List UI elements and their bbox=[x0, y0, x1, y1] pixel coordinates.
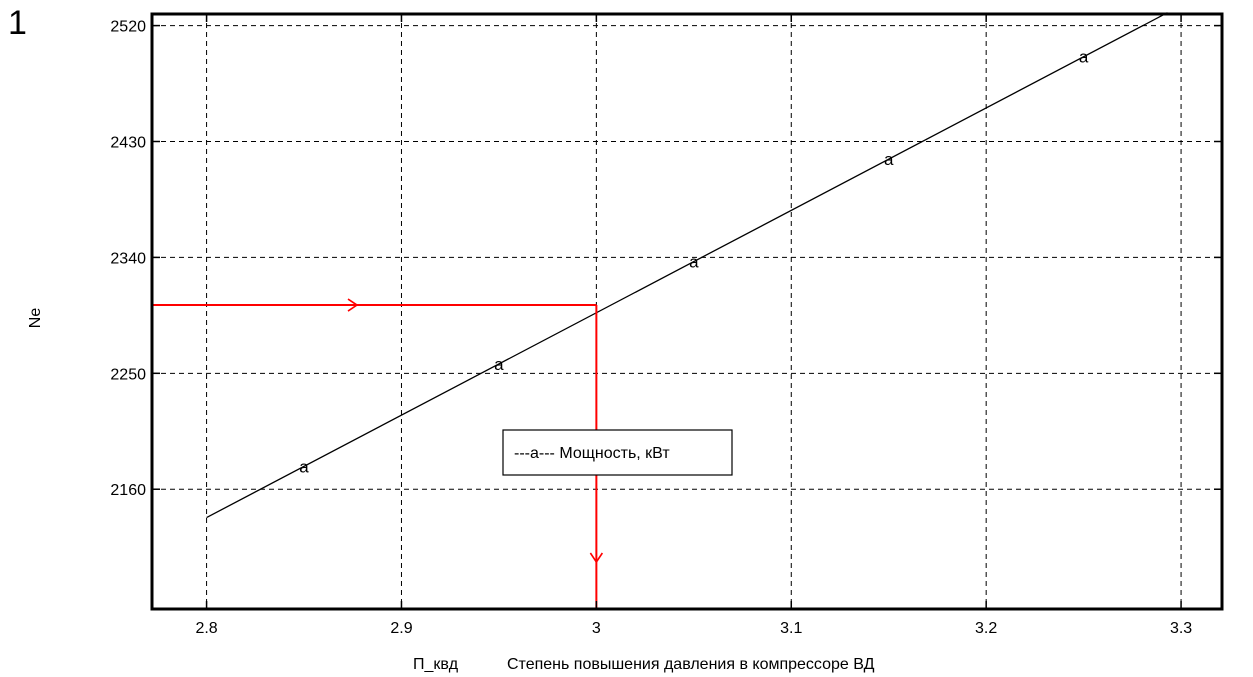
x-axis-label: П_квд bbox=[413, 656, 459, 673]
series-layer: a a a a a bbox=[206, 12, 1168, 519]
legend-entry: ---a--- Мощность, кВт bbox=[514, 445, 670, 462]
ticks: 2.8 2.9 3 3.1 3.2 3.3 2160 2250 2340 2430 2520 bbox=[110, 14, 1222, 637]
annotation-arrow-right bbox=[347, 298, 359, 312]
series-marker: a bbox=[884, 150, 894, 169]
x-tick-label: 3.3 bbox=[1170, 620, 1192, 637]
grid bbox=[152, 14, 1222, 609]
series-marker: a bbox=[689, 253, 699, 272]
x-axis-description: Степень повышения давления в компрессоре… bbox=[507, 656, 875, 673]
x-tick-label: 2.9 bbox=[390, 620, 412, 637]
figure-number: 1 bbox=[8, 4, 27, 42]
y-tick-label: 2160 bbox=[110, 482, 146, 499]
series-marker: a bbox=[494, 355, 504, 374]
annotation-arrow-down bbox=[589, 552, 604, 564]
y-tick-label: 2430 bbox=[110, 135, 146, 152]
legend: ---a--- Мощность, кВт bbox=[502, 429, 733, 476]
y-tick-label: 2520 bbox=[110, 19, 146, 36]
y-tick-label: 2340 bbox=[110, 250, 146, 267]
series-marker: a bbox=[1079, 48, 1089, 67]
series-marker: a bbox=[299, 457, 309, 476]
series-line bbox=[206, 12, 1168, 519]
y-axis-label: Ne bbox=[27, 308, 44, 329]
plot-frame bbox=[150, 12, 1224, 611]
x-tick-label: 2.8 bbox=[195, 620, 217, 637]
x-tick-label: 3.1 bbox=[780, 620, 802, 637]
legend-box bbox=[502, 429, 733, 476]
x-tick-label: 3.2 bbox=[975, 620, 997, 637]
x-tick-label: 3 bbox=[592, 620, 601, 637]
y-tick-label: 2250 bbox=[110, 366, 146, 383]
